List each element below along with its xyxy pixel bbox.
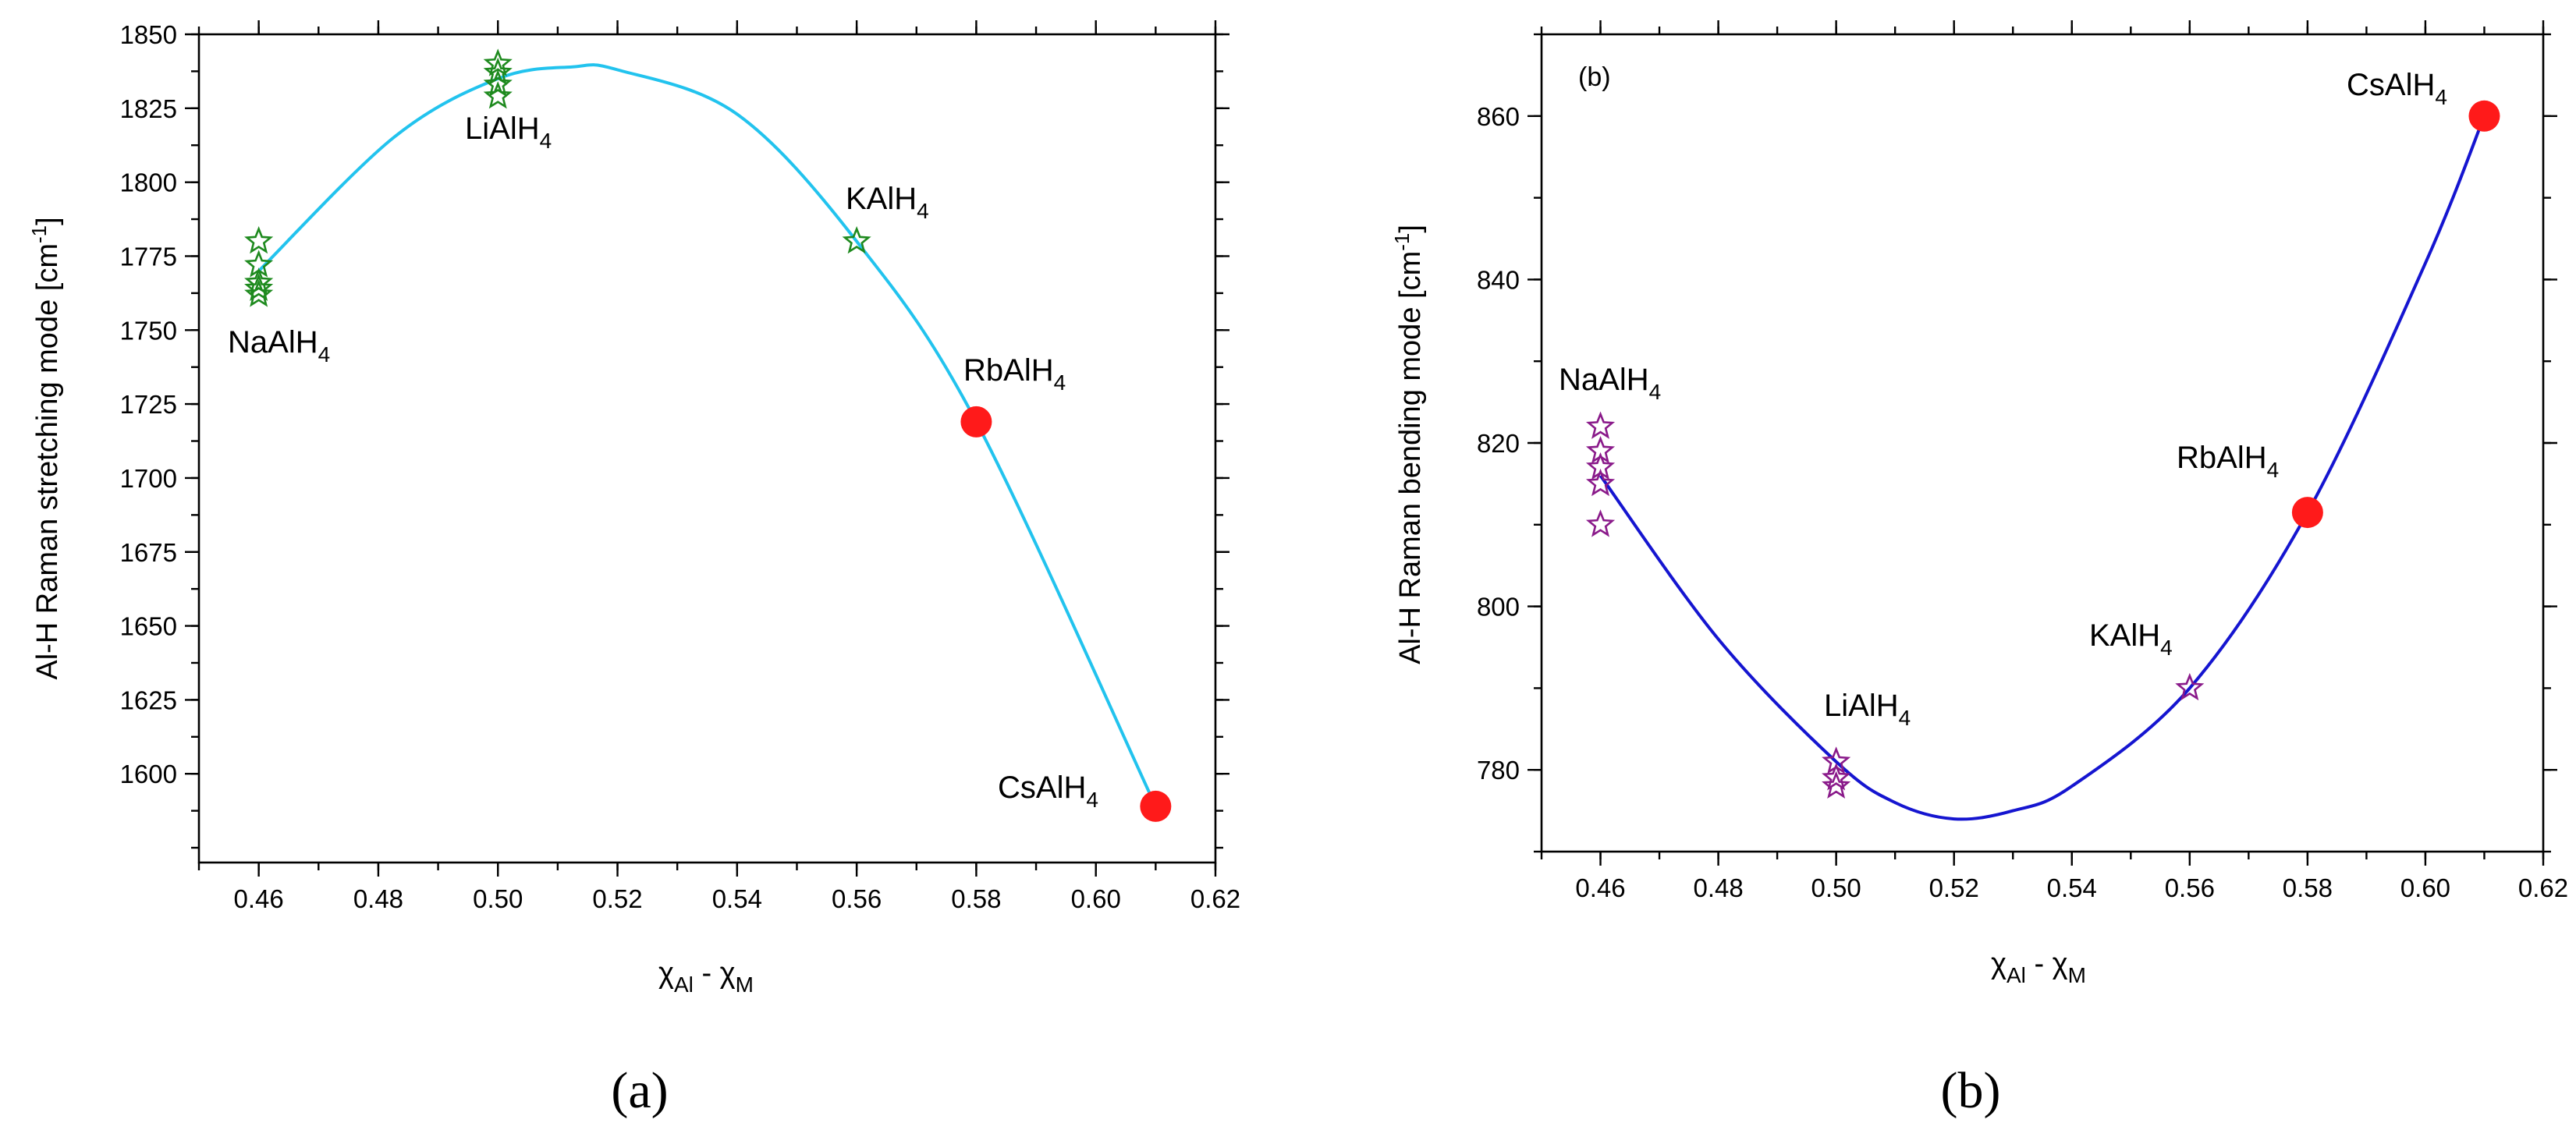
x-tick-label: 0.62: [1190, 884, 1240, 913]
chart-a-annotation-rbalh4: RbAlH4: [963, 353, 1066, 395]
x-tick-label: 0.50: [473, 884, 523, 913]
chart-b-annotation-naalh4: NaAlH4: [1559, 363, 1661, 404]
predicted-point-circle: [2468, 100, 2500, 132]
experimental-point-star: [244, 279, 274, 307]
experimental-point-star: [483, 69, 513, 97]
chart-a-panel-label: (a): [611, 1062, 668, 1119]
experimental-point-star: [483, 48, 513, 76]
y-tick-label: 1775: [120, 242, 177, 271]
fit-curve-line: [1598, 115, 2486, 821]
experimental-point-star: [244, 273, 274, 301]
experimental-point-star: [1585, 411, 1616, 439]
experimental-point-star: [2175, 672, 2205, 701]
x-tick-label: 0.50: [1811, 873, 1861, 902]
chart-b-annotation-csalh4: CsAlH4: [2347, 68, 2447, 109]
chart-a: 0.46 0.48 0.50 0.52 0.54 0.56 0.58 0.60 0.62 160…: [27, 20, 1240, 1119]
y-tick-label: 1650: [120, 612, 177, 641]
x-tick-label: 0.48: [1693, 873, 1743, 902]
chart-b-fit-curve: [1598, 115, 2486, 821]
chart-b-annotation-kalh4: KAlH4: [2089, 618, 2173, 660]
y-tick-label: 780: [1477, 756, 1520, 785]
chart-a-y-axis-label: Al-H Raman stretching mode [cm-1]: [27, 217, 64, 679]
x-tick-label: 0.60: [1071, 884, 1121, 913]
x-tick-label: 0.54: [2047, 873, 2097, 902]
x-tick-label: 0.54: [712, 884, 762, 913]
chart-b-experimental-points: [1585, 411, 2205, 799]
chart-a-predicted-points: [960, 406, 1172, 822]
experimental-point-star: [1822, 763, 1851, 791]
x-tick-label: 0.60: [2400, 873, 2450, 902]
predicted-point-circle: [1140, 790, 1172, 822]
x-tick-label: 0.52: [592, 884, 642, 913]
y-tick-label: 1600: [120, 760, 177, 788]
chart-b-x-ticks: 0.46 0.48 0.50 0.52 0.54 0.56 0.58 0.60 0.62: [1540, 20, 2568, 902]
experimental-point-star: [483, 81, 513, 109]
y-tick-label: 1675: [120, 538, 177, 567]
experimental-point-star: [1585, 509, 1616, 537]
y-tick-label: 1700: [120, 464, 177, 493]
chart-a-experimental-points: [244, 48, 871, 307]
chart-a-annotation-lialh4: LiAlH4: [465, 112, 552, 153]
chart-a-fit-curve: [257, 63, 1158, 807]
x-tick-label: 0.46: [1575, 873, 1625, 902]
fit-curve-line: [257, 63, 1158, 807]
chart-b-y-ticks: 780 800 820 840 860: [1477, 33, 2557, 853]
chart-b-frame: [1540, 33, 2545, 853]
x-tick-label: 0.58: [951, 884, 1001, 913]
chart-a-y-ticks: 1600 1625 1650 1675 1700 1725 1750 1775 1800 1825…: [120, 20, 1229, 849]
experimental-point-star: [244, 267, 274, 296]
chart-b: 0.46 0.48 0.50 0.52 0.54 0.56 0.58 0.60 0.62 780…: [1390, 20, 2568, 1119]
y-tick-label: 820: [1477, 429, 1520, 458]
experimental-point-star: [483, 57, 513, 86]
x-tick-label: 0.48: [353, 884, 403, 913]
x-tick-label: 0.52: [1929, 873, 1979, 902]
y-tick-label: 1800: [120, 168, 177, 197]
y-tick-label: 1625: [120, 685, 177, 714]
chart-a-x-axis-label: χAl - χM: [658, 957, 754, 997]
chart-b-inner-label: (b): [1578, 62, 1611, 92]
y-tick-label: 1750: [120, 316, 177, 345]
experimental-point-star: [1585, 468, 1616, 497]
chart-b-predicted-points: [2291, 100, 2500, 529]
experimental-point-star: [244, 225, 274, 254]
y-tick-label: 1850: [120, 20, 177, 49]
y-tick-label: 800: [1477, 593, 1520, 622]
chart-b-annotation-rbalh4: RbAlH4: [2177, 441, 2279, 482]
experimental-point-star: [842, 225, 871, 254]
y-tick-label: 860: [1477, 102, 1520, 131]
predicted-point-circle: [960, 406, 992, 438]
x-tick-label: 0.46: [234, 884, 284, 913]
chart-a-annotation-naalh4: NaAlH4: [228, 325, 330, 367]
y-tick-label: 840: [1477, 265, 1520, 294]
experimental-point-star: [1822, 771, 1851, 799]
y-tick-label: 1725: [120, 390, 177, 419]
x-tick-label: 0.62: [2518, 873, 2568, 902]
chart-a-annotation-csalh4: CsAlH4: [998, 771, 1098, 812]
chart-b-annotation-lialh4: LiAlH4: [1824, 689, 1911, 730]
chart-b-y-axis-label: Al-H Raman bending mode [cm-1]: [1390, 225, 1427, 664]
experimental-point-star: [1585, 435, 1616, 464]
chart-a-x-ticks: 0.46 0.48 0.50 0.52 0.54 0.56 0.58 0.60 0.62: [197, 20, 1240, 913]
experimental-point-star: [1585, 452, 1616, 480]
x-tick-label: 0.58: [2283, 873, 2333, 902]
x-tick-label: 0.56: [2165, 873, 2215, 902]
chart-a-frame: [197, 33, 1217, 864]
x-tick-label: 0.56: [832, 884, 882, 913]
chart-b-panel-label: (b): [1941, 1062, 2001, 1119]
y-tick-label: 1825: [120, 94, 177, 123]
chart-b-x-axis-label: χAl - χM: [1991, 948, 2086, 987]
chart-a-annotation-kalh4: KAlH4: [846, 182, 929, 223]
predicted-point-circle: [2291, 497, 2323, 529]
